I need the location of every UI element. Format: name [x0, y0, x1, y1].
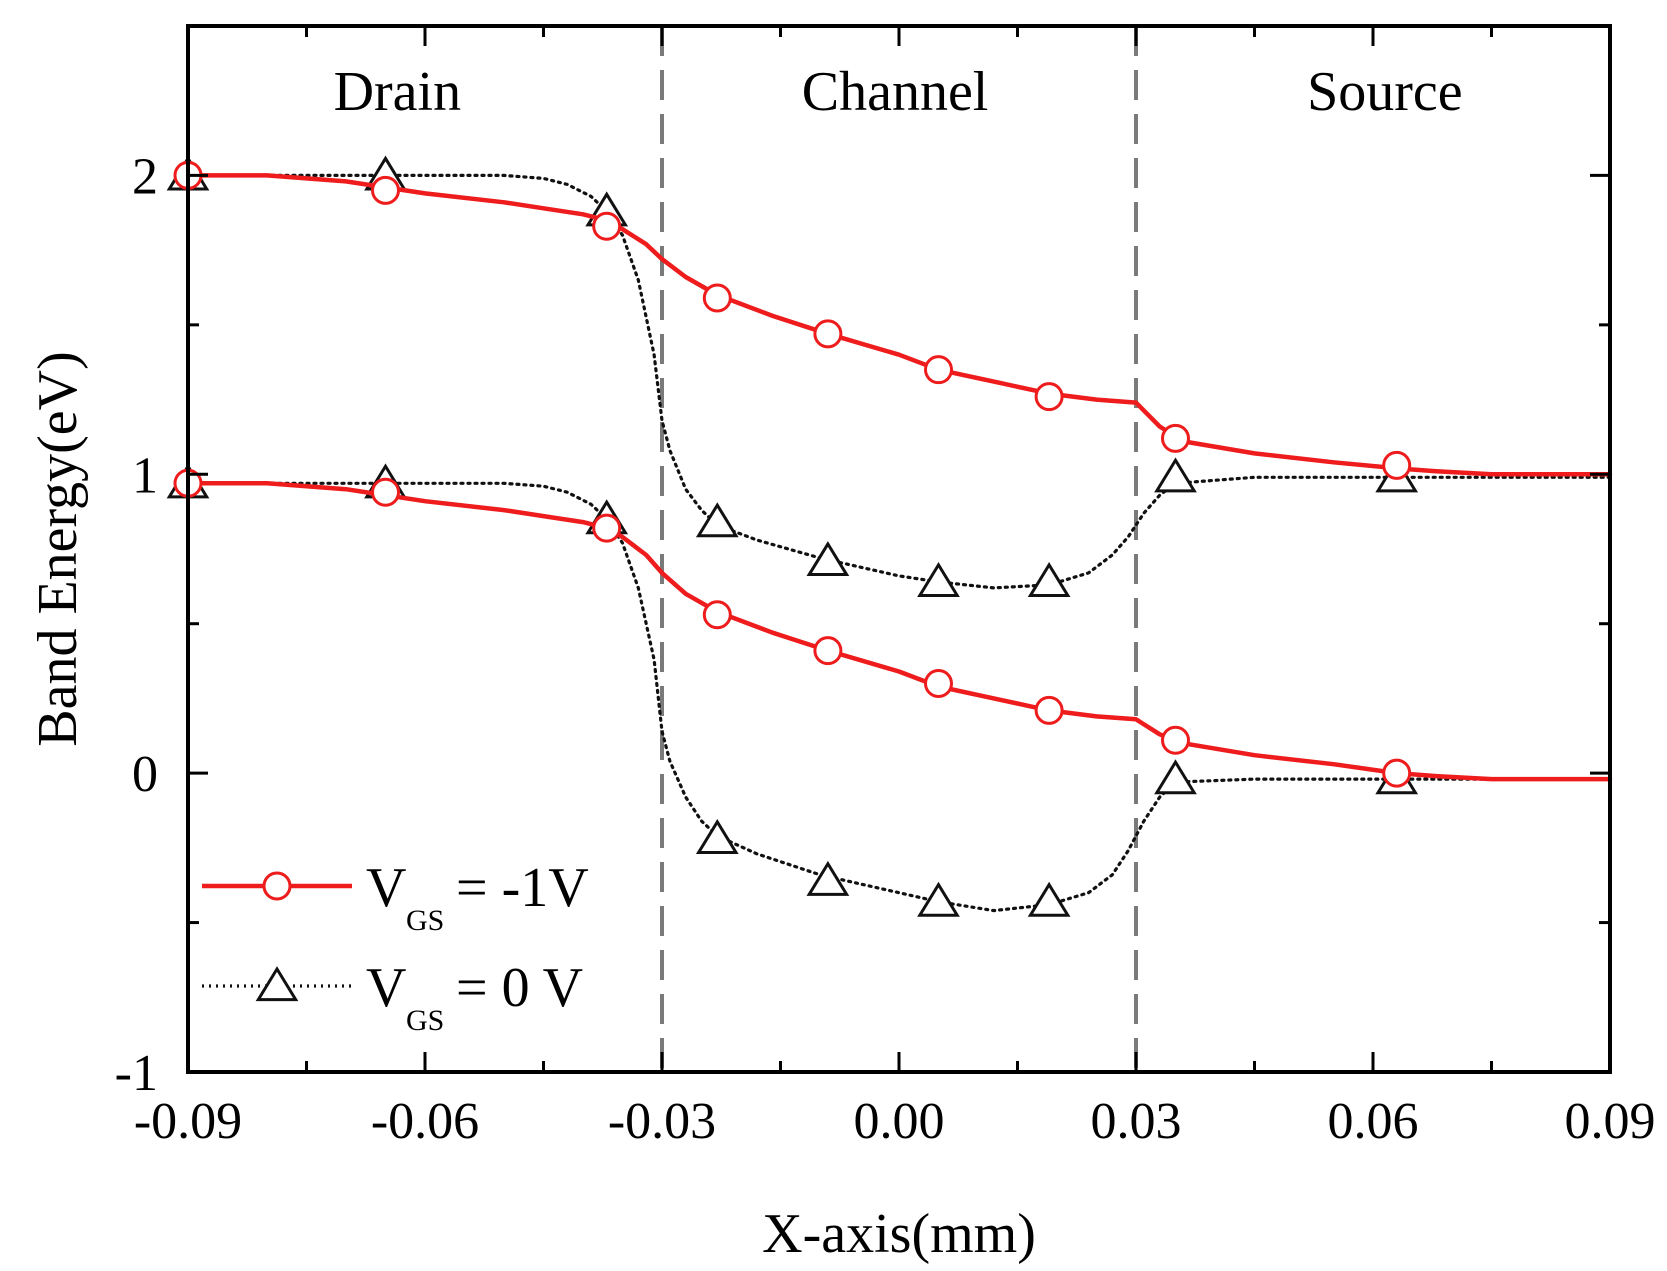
marker-vgs-minus1-valence	[924, 668, 953, 698]
x-tick-label: -0.03	[608, 1093, 716, 1150]
marker-vgs-minus1-conduction	[924, 355, 953, 385]
legend-text-sub: GS	[406, 904, 444, 937]
x-tick-label: 0.03	[1091, 1093, 1182, 1150]
marker-vgs-0-conduction	[1154, 457, 1197, 493]
marker-vgs-minus1-conduction	[592, 211, 622, 241]
marker-vgs-minus1-valence	[813, 636, 843, 666]
legend-item-vgs-0: VGS = 0 V	[202, 957, 583, 1037]
marker-vgs-minus1-valence	[371, 477, 400, 507]
y-axis-title: Band Energy(eV)	[27, 351, 89, 747]
marker-vgs-minus1-conduction	[813, 319, 843, 349]
legend-text-rest: = 0 V	[456, 957, 583, 1019]
series-line-vgs-minus1-valence	[185, 481, 1613, 782]
series-line-vgs-0-valence	[186, 481, 1612, 913]
marker-vgs-0-valence	[806, 860, 850, 896]
x-tick-label: 0.00	[854, 1093, 945, 1150]
marker-vgs-0-conduction	[806, 541, 850, 577]
marker-vgs-0-conduction	[695, 502, 739, 538]
marker-vgs-minus1-conduction	[702, 283, 732, 313]
marker-vgs-0-valence	[1154, 759, 1197, 795]
axes	[186, 24, 1612, 1074]
series-vgs-minus1	[173, 160, 1613, 788]
region-label-channel: Channel	[802, 61, 989, 123]
marker-vgs-minus1-conduction	[1034, 382, 1064, 412]
x-tick-label: 0.06	[1328, 1093, 1419, 1150]
legend-marker-vgs-0	[255, 966, 299, 1002]
x-tick-label: -0.06	[371, 1093, 479, 1150]
series-line-vgs-0-conduction	[186, 173, 1612, 590]
legend-text-sub: GS	[406, 1004, 444, 1037]
marker-vgs-minus1-valence	[702, 600, 732, 630]
labels: -0.09 -0.06 -0.03 0.00 0.03 0.06 0.09 -1 0 1 2 X-ax…	[27, 61, 1656, 1265]
marker-vgs-minus1-conduction	[1382, 450, 1412, 480]
legend-text-rest: = -1V	[456, 857, 589, 919]
marker-vgs-0-conduction	[917, 561, 960, 597]
x-tick-label: -0.09	[134, 1093, 242, 1150]
series-layer	[166, 155, 1613, 917]
marker-vgs-minus1-valence	[1161, 725, 1190, 755]
x-tick-label: 0.09	[1565, 1093, 1656, 1150]
series-vgs-0	[166, 155, 1612, 917]
y-tick-label: 0	[132, 746, 158, 803]
marker-vgs-0-valence	[1027, 881, 1071, 917]
legend-text-main: V	[366, 857, 406, 919]
marker-vgs-minus1-conduction	[371, 175, 400, 205]
x-axis-title: X-axis(mm)	[762, 1203, 1036, 1265]
series-line-vgs-minus1-conduction	[185, 173, 1613, 477]
y-tick-label: 1	[132, 447, 158, 504]
legend-text-main: V	[366, 957, 406, 1019]
y-tick-label: 2	[132, 148, 158, 205]
marker-vgs-minus1-valence	[1034, 695, 1064, 725]
region-label-source: Source	[1307, 61, 1463, 123]
marker-vgs-0-valence	[695, 819, 739, 854]
legend-item-vgs-minus1: VGS = -1V	[202, 857, 589, 937]
region-label-drain: Drain	[334, 61, 462, 123]
marker-vgs-0-valence	[917, 881, 960, 917]
y-tick-label: -1	[115, 1045, 158, 1102]
marker-vgs-minus1-valence	[592, 513, 622, 543]
marker-vgs-minus1-valence	[1382, 758, 1412, 788]
marker-vgs-0-conduction	[1027, 561, 1071, 597]
marker-vgs-minus1-conduction	[1161, 423, 1190, 453]
legend-marker-vgs-minus1	[262, 871, 292, 901]
